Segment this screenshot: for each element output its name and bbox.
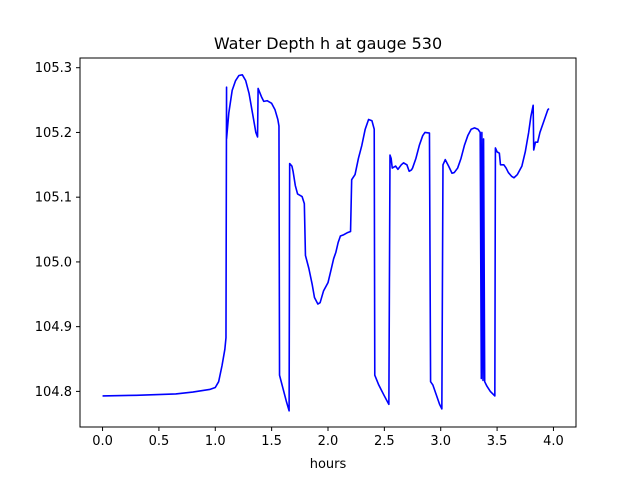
x-tick-label: 3.5: [487, 434, 508, 449]
x-tick-label: 0.5: [149, 434, 170, 449]
x-axis-label: hours: [310, 457, 347, 472]
x-tick-label: 3.0: [430, 434, 451, 449]
y-tick-label: 104.8: [35, 385, 72, 400]
y-tick-label: 105.3: [35, 61, 72, 76]
y-tick-label: 105.2: [35, 126, 72, 141]
chart-title: Water Depth h at gauge 530: [214, 34, 442, 53]
x-tick-label: 0.0: [92, 434, 113, 449]
x-axis: 0.0 0.5 1.0 1.5 2.0 2.5 3.0 3.5 4.0: [92, 427, 564, 449]
series-line-0: [102, 74, 550, 412]
y-tick-label: 105.1: [35, 191, 72, 206]
series-layer: [102, 74, 550, 412]
y-tick-label: 104.9: [35, 320, 72, 335]
x-tick-label: 1.0: [205, 434, 226, 449]
x-tick-label: 2.5: [374, 434, 395, 449]
y-axis: 104.8 104.9 105.0 105.1 105.2 105.3: [35, 61, 80, 400]
x-tick-label: 4.0: [543, 434, 564, 449]
x-tick-label: 2.0: [318, 434, 339, 449]
y-tick-label: 105.0: [35, 255, 72, 270]
x-tick-label: 1.5: [261, 434, 282, 449]
